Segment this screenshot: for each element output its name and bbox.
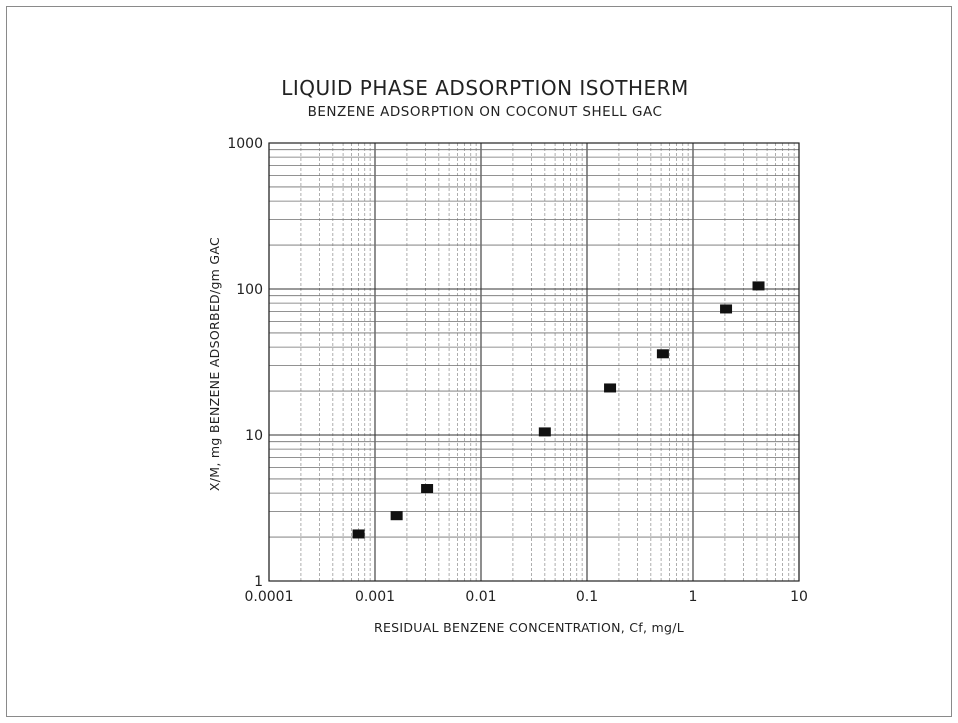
x-tick-label: 10 [790, 589, 808, 605]
x-axis-label: RESIDUAL BENZENE CONCENTRATION, Cf, mg/L [374, 620, 684, 635]
data-point-marker [752, 281, 765, 291]
data-point-marker [604, 383, 617, 393]
data-point-marker [352, 529, 365, 539]
y-tick-label: 10 [245, 428, 263, 444]
x-tick-label: 0.001 [355, 589, 395, 605]
data-point-marker [656, 349, 669, 359]
y-tick-label: 1 [254, 574, 263, 590]
x-tick-label: 0.0001 [245, 589, 294, 605]
y-axis-label: X/M, mg BENZENE ADSORBED/gm GAC [207, 237, 222, 491]
chart-subtitle: BENZENE ADSORPTION ON COCONUT SHELL GAC [308, 104, 663, 120]
x-tick-label: 0.1 [576, 589, 598, 605]
figure-frame: LIQUID PHASE ADSORPTION ISOTHERM BENZENE… [6, 6, 952, 717]
axis-ticks: 0.0001 0.001 0.01 0.1 1 10 1 10 100 1000 [227, 136, 808, 605]
x-tick-label: 0.01 [465, 589, 496, 605]
plot-border [268, 142, 800, 582]
data-point-marker [421, 484, 434, 494]
y-tick-label: 100 [236, 282, 263, 298]
grid-lines [268, 142, 800, 582]
data-point-marker [390, 511, 403, 521]
chart-title: LIQUID PHASE ADSORPTION ISOTHERM [281, 76, 689, 100]
data-point-marker [720, 304, 733, 314]
y-tick-label: 1000 [227, 136, 263, 152]
data-points [352, 281, 765, 539]
x-tick-label: 1 [689, 589, 698, 605]
data-point-marker [538, 427, 551, 437]
isotherm-chart: LIQUID PHASE ADSORPTION ISOTHERM BENZENE… [207, 76, 808, 635]
